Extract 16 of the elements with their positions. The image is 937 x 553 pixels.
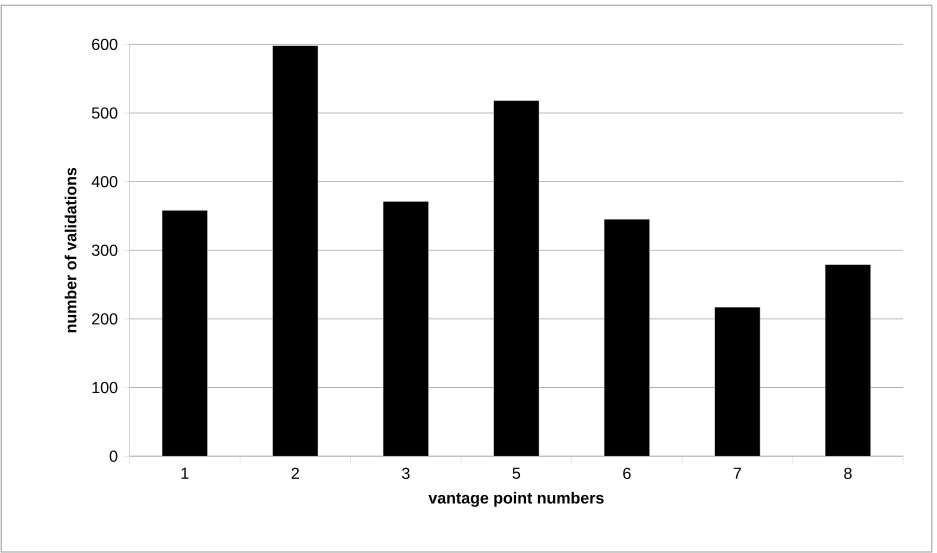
x-tick-label: 5 bbox=[512, 468, 520, 479]
y-axis-title: number of validations bbox=[64, 168, 76, 332]
x-axis-title: vantage point numbers bbox=[428, 492, 604, 507]
x-tick-label: 8 bbox=[844, 468, 852, 479]
x-tick-label: 6 bbox=[623, 468, 631, 479]
y-tick-label: 400 bbox=[92, 176, 118, 188]
y-tick-label: 600 bbox=[92, 38, 118, 50]
y-tick-label: 500 bbox=[92, 107, 118, 119]
x-tick-label: 2 bbox=[292, 468, 299, 479]
y-tick-label: 0 bbox=[110, 450, 118, 462]
y-tick-label: 100 bbox=[92, 382, 118, 394]
x-tick-label: 1 bbox=[182, 468, 188, 479]
x-tick-label: 3 bbox=[402, 468, 410, 479]
x-tick-label: 7 bbox=[734, 468, 742, 479]
y-tick-label: 200 bbox=[92, 313, 118, 324]
y-tick-label: 300 bbox=[92, 244, 118, 256]
